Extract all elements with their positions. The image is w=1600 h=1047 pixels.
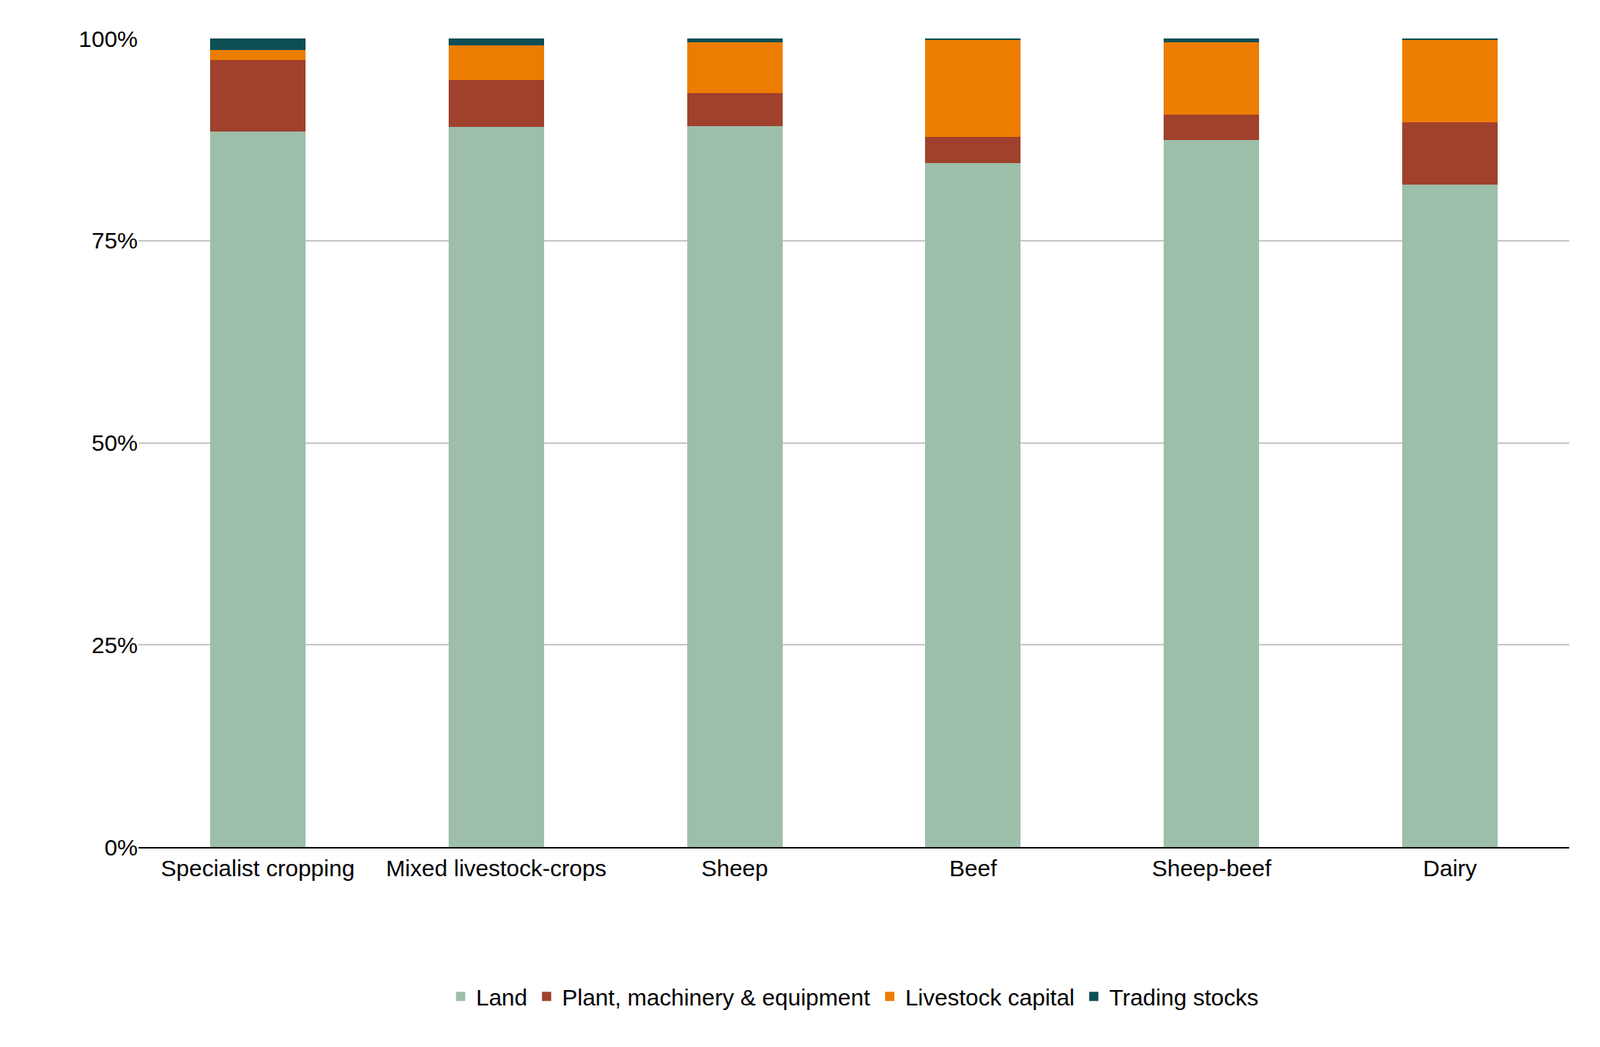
svg-text:0%: 0% [104, 835, 138, 861]
svg-text:50%: 50% [91, 430, 138, 456]
svg-text:Dairy: Dairy [1422, 855, 1477, 882]
svg-text:Trading stocks: Trading stocks [1108, 985, 1259, 1011]
svg-text:Specialist cropping: Specialist cropping [160, 855, 355, 882]
svg-text:Livestock capital: Livestock capital [905, 985, 1075, 1011]
svg-text:Mixed livestock-crops: Mixed livestock-crops [385, 855, 607, 882]
svg-text:100%: 100% [78, 26, 138, 52]
svg-text:Land: Land [476, 985, 528, 1011]
svg-text:Beef: Beef [949, 855, 998, 882]
svg-text:Sheep: Sheep [701, 855, 769, 882]
svg-text:25%: 25% [91, 632, 138, 659]
svg-text:Plant, machinery & equipment: Plant, machinery & equipment [561, 985, 871, 1011]
svg-text:Sheep-beef: Sheep-beef [1152, 855, 1273, 882]
svg-text:75%: 75% [91, 227, 138, 254]
